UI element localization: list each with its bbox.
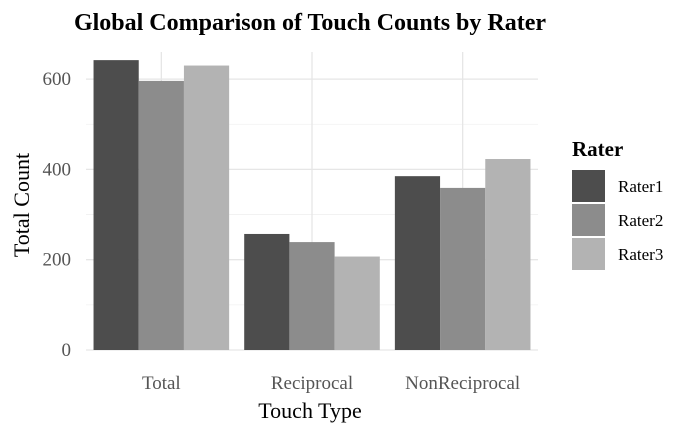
bar-rater2-reciprocal bbox=[289, 242, 335, 350]
bars bbox=[93, 60, 531, 351]
bar-rater3-reciprocal bbox=[334, 256, 380, 350]
bar-rater3-nonreciprocal bbox=[485, 159, 531, 350]
x-tick-label: Total bbox=[142, 373, 181, 394]
x-tick-label: NonReciprocal bbox=[405, 373, 520, 394]
legend-title: Rater bbox=[572, 137, 623, 161]
y-axis-ticks: 0 200 400 600 bbox=[43, 69, 72, 361]
bar-rater1-reciprocal bbox=[244, 233, 290, 350]
bar-rater3-total bbox=[183, 65, 230, 350]
legend-label-rater3: Rater3 bbox=[618, 245, 663, 264]
y-tick-label: 400 bbox=[43, 159, 72, 180]
y-tick-label: 600 bbox=[43, 69, 72, 90]
y-tick-label: 0 bbox=[62, 340, 72, 361]
legend-label-rater2: Rater2 bbox=[618, 211, 663, 230]
legend-label-rater1: Rater1 bbox=[618, 177, 663, 196]
bar-rater2-total bbox=[138, 80, 184, 350]
y-tick-label: 200 bbox=[43, 250, 72, 271]
x-tick-label: Reciprocal bbox=[271, 373, 353, 394]
legend-key-rater3 bbox=[572, 238, 605, 270]
legend-key-rater2 bbox=[572, 204, 605, 236]
legend: Rater Rater1 Rater2 Rater3 bbox=[572, 137, 663, 270]
bar-rater1-total bbox=[93, 60, 139, 351]
x-axis-ticks: Total Reciprocal NonReciprocal bbox=[142, 373, 520, 394]
y-axis-title: Total Count bbox=[9, 153, 34, 257]
bar-rater1-nonreciprocal bbox=[394, 176, 441, 350]
legend-key-rater1 bbox=[572, 170, 605, 202]
x-axis-title: Touch Type bbox=[258, 398, 361, 423]
bar-rater2-nonreciprocal bbox=[440, 187, 486, 350]
chart-title: Global Comparison of Touch Counts by Rat… bbox=[74, 10, 546, 36]
